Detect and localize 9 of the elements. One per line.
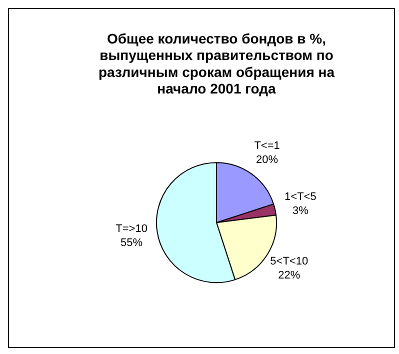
slice-label: T=>10: [116, 223, 148, 236]
data-label: 3%: [292, 204, 309, 217]
data-label: 55%: [120, 237, 143, 250]
slice-label: T<=1: [254, 140, 280, 152]
slice-label: 5<T<10: [270, 256, 308, 268]
slice-label: 1<T<5: [284, 190, 316, 203]
data-label: 22%: [278, 270, 300, 282]
chart-title: Общее количество бондов в %, выпущенных правительством по различным срокам обращения на начало 2001 года: [98, 30, 335, 97]
data-label: 20%: [256, 154, 278, 166]
